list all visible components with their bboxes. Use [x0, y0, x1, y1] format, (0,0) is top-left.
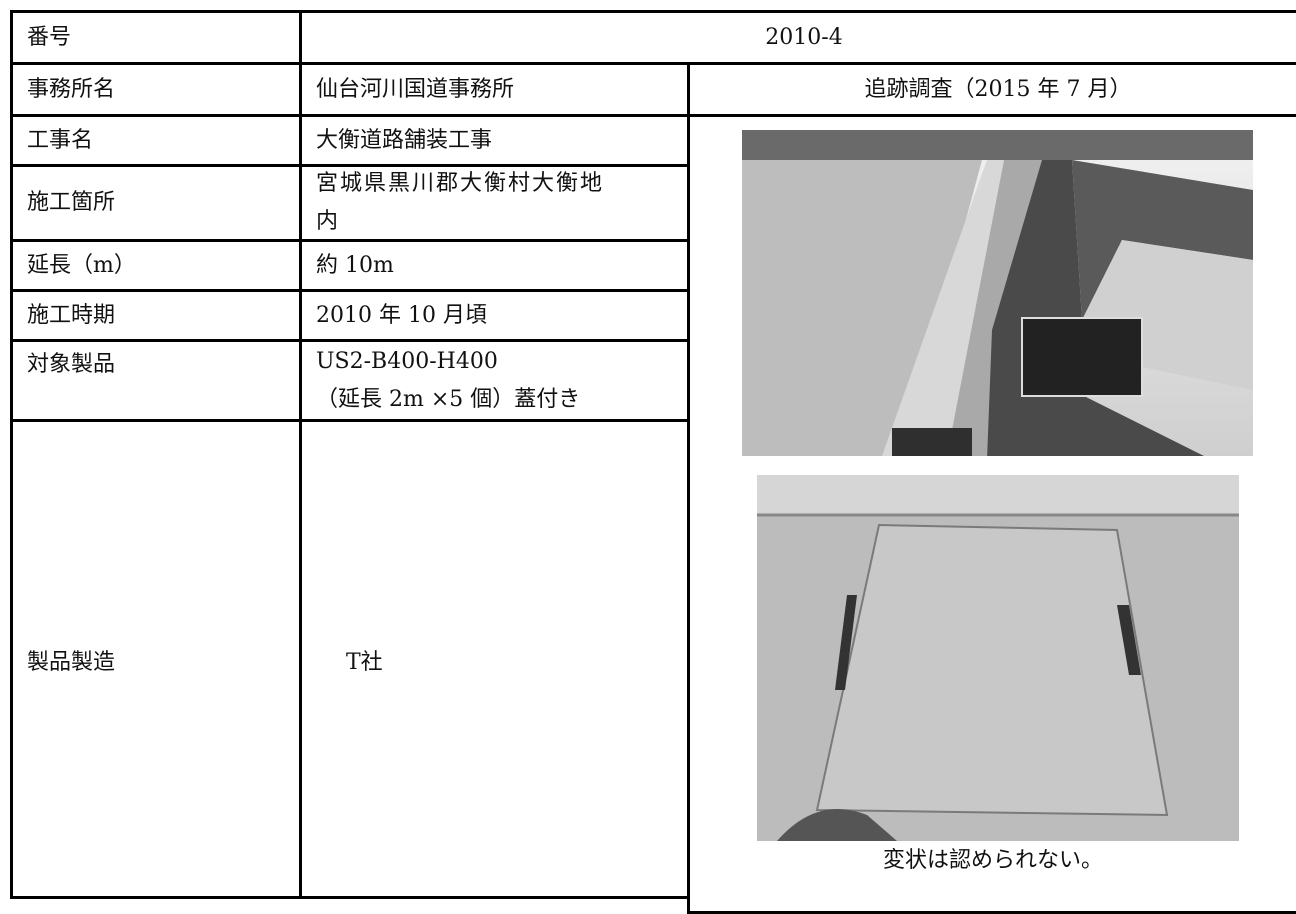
value: 仙台河川国道事務所 [316, 76, 515, 102]
value: T社 [346, 650, 383, 675]
cover-photo [757, 475, 1239, 841]
label-cell: 事務所名 [10, 62, 302, 117]
value: 2010-4 [765, 24, 843, 50]
value-cell: 約 10m [299, 239, 690, 292]
value-line: （延長 2m ×5 個）蓋付き [316, 386, 581, 412]
label: 延長（m） [27, 252, 136, 278]
label: 事務所名 [27, 76, 116, 102]
value-cell: 大衡道路舗装工事 [299, 114, 690, 167]
survey-cell: 追跡調査（2015 年 7 月） [687, 62, 1296, 117]
value-line: US2-B400-H400 [316, 348, 498, 374]
value-cell: 仙台河川国道事務所 [299, 62, 690, 117]
label: 工事名 [27, 127, 94, 153]
label-cell: 対象製品 [10, 339, 302, 422]
value-cell: 2010-4 [299, 10, 1296, 65]
page: {"table": { "header": {"label": "番号", "v… [10, 10, 1296, 914]
photo-caption: 変状は認められない。 [882, 848, 1103, 873]
label: 施工箇所 [27, 190, 116, 215]
value: 大衡道路舗装工事 [316, 127, 493, 153]
label-cell: 番号 [10, 10, 302, 65]
label-cell: 延長（m） [10, 239, 302, 292]
value-cell: 2010 年 10 月頃 [299, 289, 690, 342]
label: 番号 [27, 24, 72, 50]
value-line: 宮城県黒川郡大衡村大衡地 [316, 171, 605, 196]
label-cell: 製品製造 [10, 419, 302, 899]
label-cell: 工事名 [10, 114, 302, 167]
label: 対象製品 [27, 352, 116, 377]
survey-title: 追跡調査（2015 年 7 月） [864, 76, 1132, 102]
label: 施工時期 [27, 302, 116, 328]
label: 製品製造 [27, 650, 116, 675]
label-cell: 施工箇所 [10, 164, 302, 242]
value-cell: 宮城県黒川郡大衡村大衡地 内 [299, 164, 690, 242]
road-photo [742, 130, 1253, 456]
value: 2010 年 10 月頃 [316, 302, 487, 328]
value-cell: T社 [299, 419, 690, 899]
value-cell: US2-B400-H400 （延長 2m ×5 個）蓋付き [299, 339, 690, 422]
value-line: 内 [316, 209, 341, 234]
value: 約 10m [316, 252, 394, 278]
label-cell: 施工時期 [10, 289, 302, 342]
